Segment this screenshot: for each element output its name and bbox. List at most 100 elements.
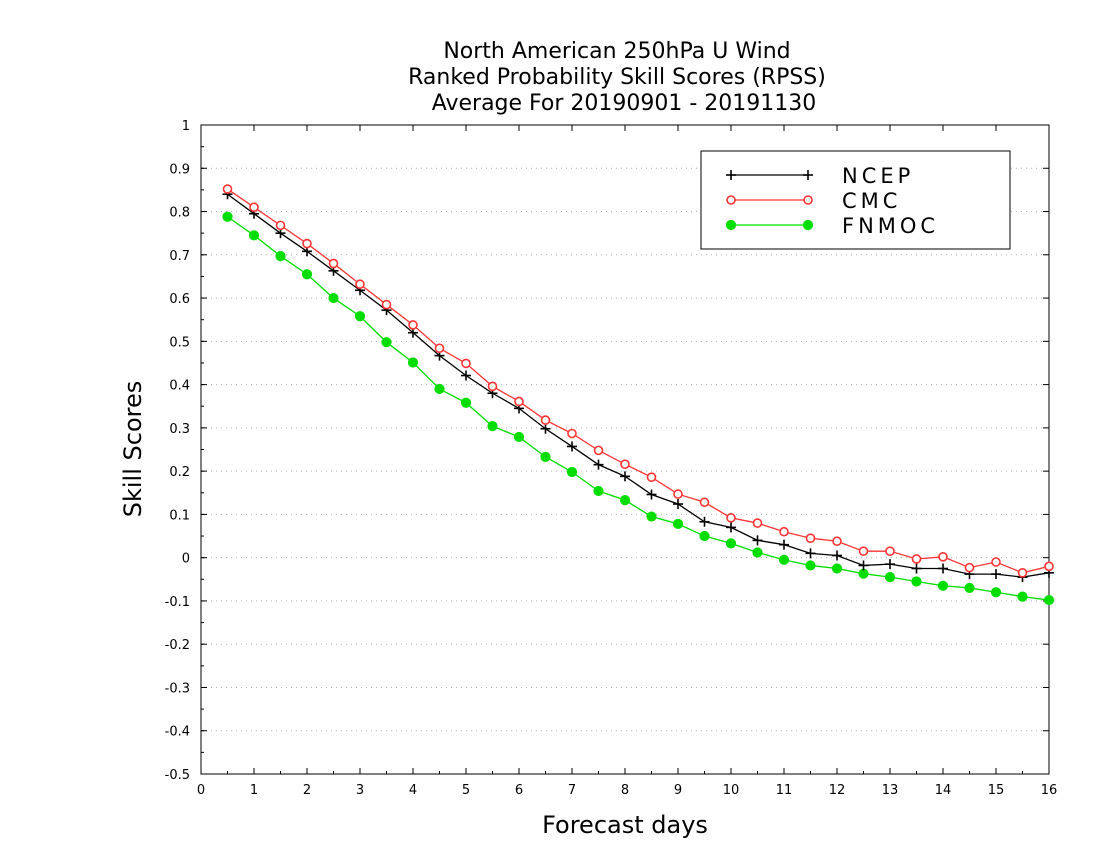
data-point-cmc — [408, 320, 418, 330]
y-tick-label: 0 — [182, 552, 190, 567]
legend-marker-ncep — [726, 170, 736, 180]
data-point-ncep — [540, 423, 551, 434]
data-point-fnmoc — [805, 560, 816, 571]
data-point-cmc — [1044, 561, 1054, 572]
y-tick-label: -0.2 — [165, 638, 190, 653]
series-cmc — [222, 184, 1054, 578]
data-point-cmc — [355, 279, 365, 290]
data-point-fnmoc — [884, 572, 896, 583]
data-point-ncep — [938, 563, 948, 574]
data-point-fnmoc — [487, 421, 498, 432]
data-point-cmc — [858, 546, 869, 556]
x-axis-label: Forecast days — [542, 811, 708, 839]
data-point-fnmoc — [222, 211, 233, 222]
x-tick-label: 9 — [674, 783, 682, 798]
legend-label-cmc: CMC — [842, 189, 901, 213]
data-point-cmc — [302, 238, 312, 249]
data-point-fnmoc — [752, 547, 763, 558]
data-point-cmc — [620, 459, 630, 470]
axis-ticks: 1 0.9 0.8 0.7 0.6 0.5 0.4 0.3 0.2 0.1 0 -0.1 -0.2 -0.… — [165, 119, 1058, 798]
data-point-cmc — [567, 428, 577, 439]
data-point-ncep — [461, 370, 471, 381]
data-point-fnmoc — [646, 511, 657, 522]
chart-title: North American 250hPa U Wind Ranked Prob… — [408, 39, 826, 116]
data-point-fnmoc — [858, 568, 869, 579]
data-point-fnmoc — [407, 357, 419, 368]
data-point-cmc — [699, 497, 710, 508]
y-tick-label: 0.6 — [169, 292, 190, 307]
series-layer — [222, 184, 1055, 606]
data-point-ncep — [673, 499, 683, 510]
data-point-fnmoc — [619, 495, 631, 506]
data-point-cmc — [461, 358, 471, 369]
x-tick-label: 2 — [303, 783, 311, 798]
data-point-cmc — [222, 184, 233, 194]
data-point-ncep — [991, 569, 1001, 580]
x-tick-label: 8 — [621, 783, 629, 798]
data-point-fnmoc — [540, 451, 551, 462]
y-tick-label: 0.1 — [169, 508, 190, 523]
y-tick-label: 0.7 — [169, 249, 190, 264]
data-point-fnmoc — [301, 269, 313, 280]
y-tick-label: 1 — [182, 119, 190, 134]
x-tick-label: 5 — [462, 783, 470, 798]
data-point-fnmoc — [725, 538, 737, 549]
data-point-ncep — [646, 489, 657, 500]
data-point-fnmoc — [937, 580, 949, 591]
legend-label-fnmoc: FNMOC — [842, 214, 939, 238]
x-tick-label: 10 — [723, 783, 740, 798]
x-tick-label: 0 — [197, 783, 205, 798]
data-point-cmc — [885, 546, 895, 556]
data-point-ncep — [832, 550, 842, 561]
series-ncep — [222, 189, 1054, 583]
y-tick-label: 0.3 — [169, 422, 190, 437]
data-point-cmc — [726, 513, 736, 523]
data-point-cmc — [938, 552, 948, 562]
y-tick-label: -0.5 — [165, 768, 190, 783]
data-point-fnmoc — [381, 337, 392, 348]
data-point-cmc — [593, 445, 604, 456]
x-tick-label: 4 — [409, 783, 417, 798]
data-point-cmc — [964, 562, 975, 573]
legend-label-ncep: NCEP — [842, 164, 914, 188]
data-point-cmc — [805, 533, 816, 543]
y-axis-label: Skill Scores — [119, 381, 147, 518]
legend-entry-ncep: NCEP — [726, 164, 914, 188]
data-point-fnmoc — [434, 383, 445, 395]
data-point-fnmoc — [964, 582, 975, 594]
data-point-fnmoc — [699, 530, 710, 542]
data-point-fnmoc — [275, 250, 286, 262]
data-point-fnmoc — [831, 563, 843, 574]
data-point-fnmoc — [566, 466, 578, 478]
data-point-ncep — [567, 441, 577, 452]
data-point-fnmoc — [513, 431, 525, 443]
data-point-fnmoc — [1017, 591, 1028, 602]
data-point-ncep — [885, 559, 895, 570]
data-point-cmc — [911, 554, 922, 564]
x-tick-label: 14 — [935, 783, 952, 798]
data-point-ncep — [752, 535, 763, 546]
data-point-cmc — [514, 396, 524, 407]
data-point-ncep — [593, 459, 604, 470]
y-tick-label: 0.8 — [169, 206, 190, 221]
data-point-cmc — [249, 202, 259, 213]
legend-marker-cmc — [803, 195, 813, 205]
data-point-ncep — [858, 560, 869, 571]
data-point-cmc — [646, 472, 657, 482]
series-line-fnmoc — [227, 216, 1050, 601]
data-point-cmc — [487, 381, 498, 392]
data-point-ncep — [779, 539, 789, 550]
data-point-cmc — [328, 258, 339, 269]
x-tick-label: 16 — [1041, 783, 1058, 798]
title-line-2: Ranked Probability Skill Scores (RPSS) — [408, 65, 826, 90]
x-tick-label: 12 — [829, 783, 846, 798]
legend-marker-cmc — [726, 195, 736, 205]
legend-marker-fnmoc — [802, 219, 814, 231]
series-fnmoc — [222, 211, 1055, 606]
x-tick-label: 11 — [776, 783, 793, 798]
data-point-cmc — [540, 415, 551, 425]
data-point-cmc — [673, 489, 683, 499]
